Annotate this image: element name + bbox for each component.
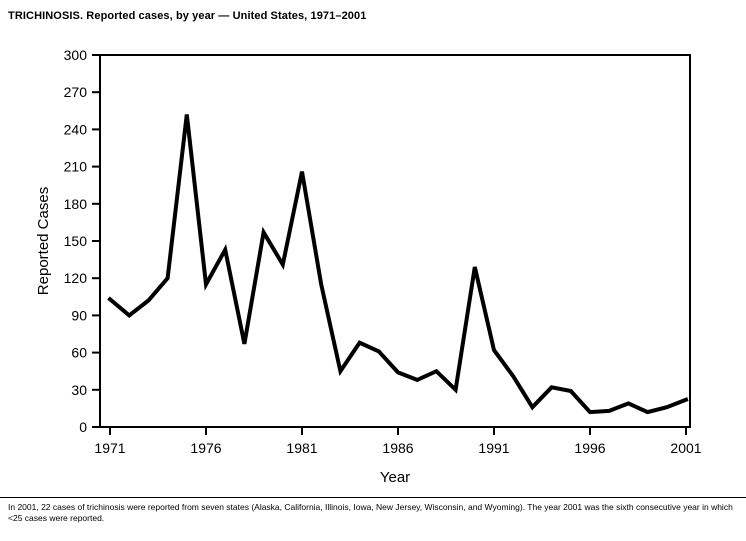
footnote-divider <box>0 497 746 498</box>
y-tick-label: 270 <box>64 84 88 100</box>
footnote-text: In 2001, 22 cases of trichinosis were re… <box>8 502 733 524</box>
y-tick-label: 30 <box>71 382 87 398</box>
x-tick-label: 2001 <box>670 440 701 456</box>
trichinosis-line-chart: 0 30 60 90 120 150 180 210 240 270 300 1971 1976 1981… <box>35 47 702 486</box>
y-axis-label: Reported Cases <box>35 187 52 295</box>
x-tick-label: 1996 <box>574 440 605 456</box>
x-tick-label: 1976 <box>190 440 221 456</box>
y-tick-label: 60 <box>71 345 87 361</box>
y-tick-label: 90 <box>71 307 87 323</box>
y-tick-label: 300 <box>64 47 88 63</box>
x-axis-label: Year <box>380 469 410 486</box>
chart-title: TRICHINOSIS. Reported cases, by year — U… <box>8 10 367 22</box>
x-tick-label: 1986 <box>382 440 413 456</box>
y-tick-label: 0 <box>79 419 87 435</box>
x-tick-label: 1971 <box>94 440 125 456</box>
x-tick-label: 1981 <box>286 440 317 456</box>
data-line <box>107 114 689 415</box>
y-tick-label: 240 <box>64 121 88 137</box>
y-tick-label: 180 <box>64 196 88 212</box>
x-tick-label: 1991 <box>478 440 509 456</box>
y-tick-label: 150 <box>64 233 88 249</box>
y-tick-label: 210 <box>64 159 88 175</box>
y-tick-label: 120 <box>64 270 88 286</box>
